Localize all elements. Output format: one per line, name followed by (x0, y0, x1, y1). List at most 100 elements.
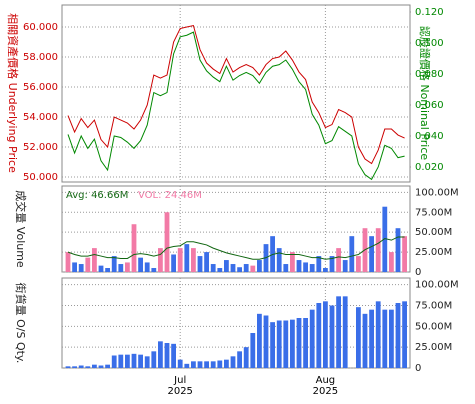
bar (85, 257, 91, 272)
x-tick-label: Aug 2025 (313, 375, 338, 397)
bar (98, 265, 104, 272)
avg-label: Avg: 46.66M (66, 190, 128, 201)
bar (111, 256, 117, 272)
bar (125, 262, 130, 272)
tick-label: 54.000 (23, 112, 58, 123)
tick-label: 50.000 (23, 172, 58, 183)
bar (210, 264, 216, 272)
bar (92, 364, 97, 368)
line (67, 236, 405, 260)
tick-label: 25.00M (415, 342, 452, 353)
tick-label: 0.120 (415, 7, 444, 18)
bar (290, 252, 295, 272)
tick-label: 0.040 (415, 131, 444, 142)
bar (369, 309, 374, 368)
bar (131, 224, 137, 272)
bar (204, 361, 209, 368)
bar (171, 254, 176, 272)
bar (323, 268, 328, 272)
bar (356, 307, 361, 368)
bar (72, 366, 77, 368)
bar (250, 265, 256, 272)
bar (389, 252, 394, 272)
bar (131, 353, 137, 368)
tick-label: 52.000 (23, 142, 58, 153)
tick-label: 50.00M (415, 227, 452, 238)
bar (151, 268, 157, 272)
bar (402, 236, 407, 272)
bar (210, 361, 216, 368)
tick-label: 25.00M (415, 247, 452, 258)
bar (270, 322, 275, 368)
bar (309, 309, 315, 368)
tick-label: 58.000 (23, 52, 58, 63)
bar (276, 320, 282, 368)
bar (65, 366, 71, 368)
bar (316, 303, 322, 368)
line (67, 24, 405, 165)
bar (144, 262, 150, 272)
bar (243, 264, 249, 272)
bar (237, 267, 242, 272)
bar (342, 260, 348, 272)
bar (356, 256, 361, 272)
bar (296, 260, 302, 272)
bar (296, 318, 302, 368)
bar (369, 236, 374, 272)
tick-label: 0.020 (415, 162, 444, 173)
bar (257, 313, 262, 368)
bar (230, 264, 236, 272)
bar (118, 354, 124, 368)
price-panel (61, 4, 411, 183)
bar (290, 319, 295, 368)
bar (197, 256, 203, 272)
bar (283, 320, 289, 368)
bar (316, 256, 322, 272)
bar (118, 264, 124, 272)
tick-label: 0 (415, 267, 421, 278)
bar (395, 303, 401, 368)
bar (303, 262, 308, 272)
bar (362, 313, 368, 368)
bar (191, 361, 196, 368)
tick-label: 50.00M (415, 321, 452, 332)
x-tick-label: Jul 2025 (167, 375, 192, 397)
y-axis-label: 相關資產價格 Underlying Price (6, 13, 20, 173)
bar (204, 252, 209, 272)
bar (158, 248, 163, 272)
bar (382, 206, 388, 272)
bar (158, 341, 163, 368)
bar (184, 244, 190, 272)
bar (336, 248, 341, 272)
bar (184, 363, 190, 368)
bar (263, 315, 269, 368)
bar (342, 296, 348, 368)
tick-label: 75.00M (415, 301, 452, 312)
bar (217, 360, 223, 368)
bar (138, 354, 143, 368)
bar (309, 264, 315, 272)
bar (125, 354, 130, 368)
bar (237, 351, 242, 368)
tick-label: 60.000 (23, 22, 58, 33)
bar (191, 248, 196, 272)
bar (402, 301, 407, 368)
line (67, 31, 405, 181)
bar (164, 343, 170, 368)
bar (177, 359, 183, 368)
y-axis-label: 成交量 Volume (14, 190, 28, 268)
vol-label: VOL: 24.46M (138, 190, 202, 201)
bar (283, 264, 289, 272)
bar (224, 359, 229, 368)
bar (257, 260, 262, 272)
bar (78, 365, 84, 368)
bar (230, 356, 236, 368)
bar (303, 318, 308, 368)
bar (105, 268, 110, 272)
bar (250, 333, 256, 368)
bar (85, 366, 91, 368)
bar (323, 301, 328, 368)
bar (164, 212, 170, 272)
bar (138, 257, 143, 272)
